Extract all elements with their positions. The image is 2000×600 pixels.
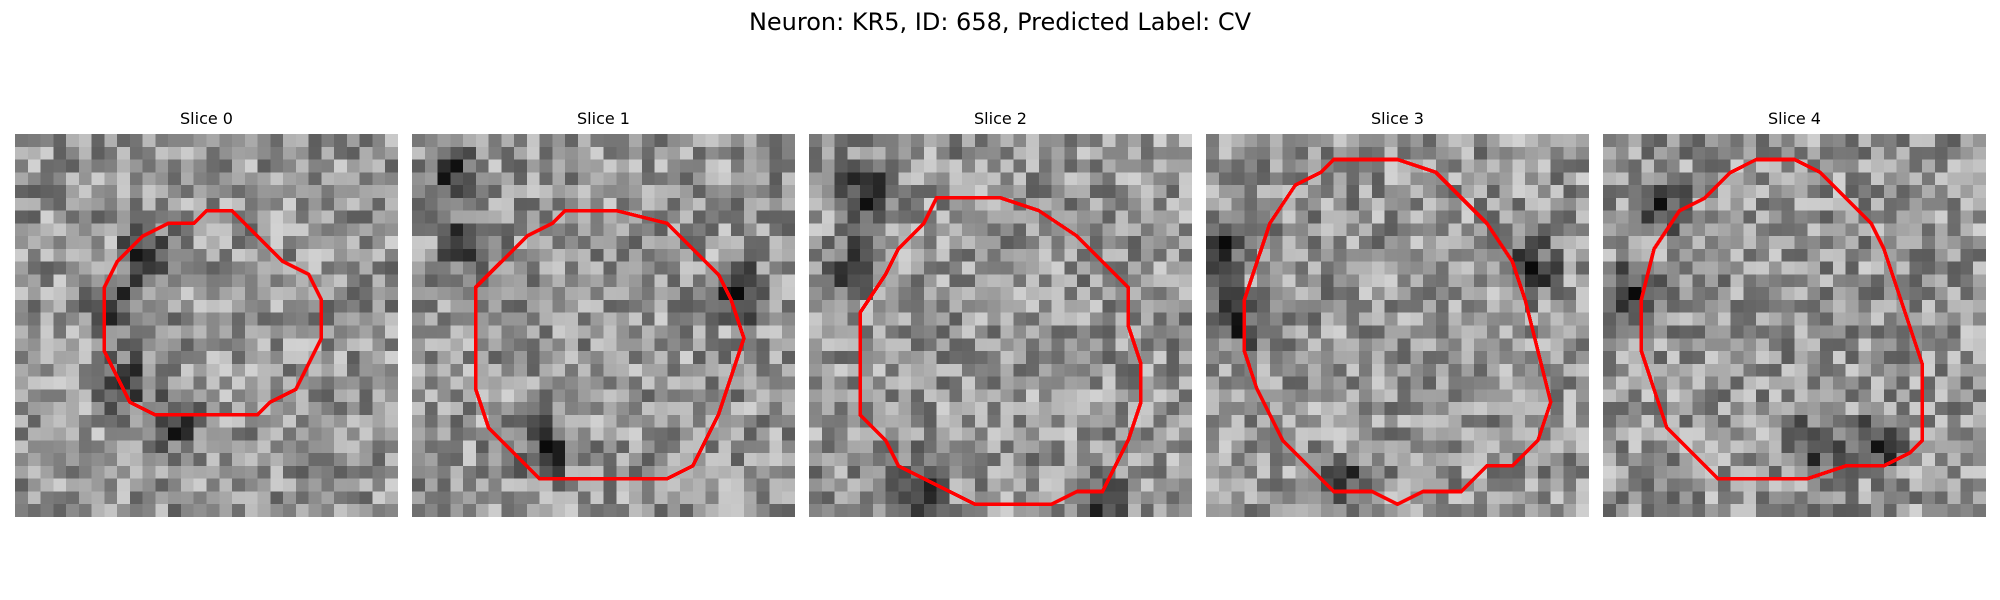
figure-title: Neuron: KR5, ID: 658, Predicted Label: C… xyxy=(748,8,1252,36)
slice-panel-2: Slice 2 xyxy=(809,108,1192,517)
slice-panel-4: Slice 4 xyxy=(1603,108,1986,517)
roi-boundary-2 xyxy=(858,196,1143,507)
slice-image-4 xyxy=(1603,134,1986,517)
slice-title-2: Slice 2 xyxy=(974,109,1027,128)
slice-title-4: Slice 4 xyxy=(1768,109,1821,128)
slice-title-3: Slice 3 xyxy=(1371,109,1424,128)
roi-boundary-1 xyxy=(474,208,746,481)
slice-image-2 xyxy=(809,134,1192,517)
slice-image-3 xyxy=(1206,134,1589,517)
slice-panel-3: Slice 3 xyxy=(1206,108,1589,517)
roi-boundary-3 xyxy=(1242,157,1553,507)
slice-panel-0: Slice 0 xyxy=(15,108,398,517)
slice-image-0 xyxy=(15,134,398,517)
slice-panel-1: Slice 1 xyxy=(412,108,795,517)
slice-image-1 xyxy=(412,134,795,517)
roi-boundary-0 xyxy=(102,208,324,417)
slice-title-1: Slice 1 xyxy=(577,109,630,128)
roi-boundary-4 xyxy=(1639,157,1924,481)
slice-title-0: Slice 0 xyxy=(180,109,233,128)
